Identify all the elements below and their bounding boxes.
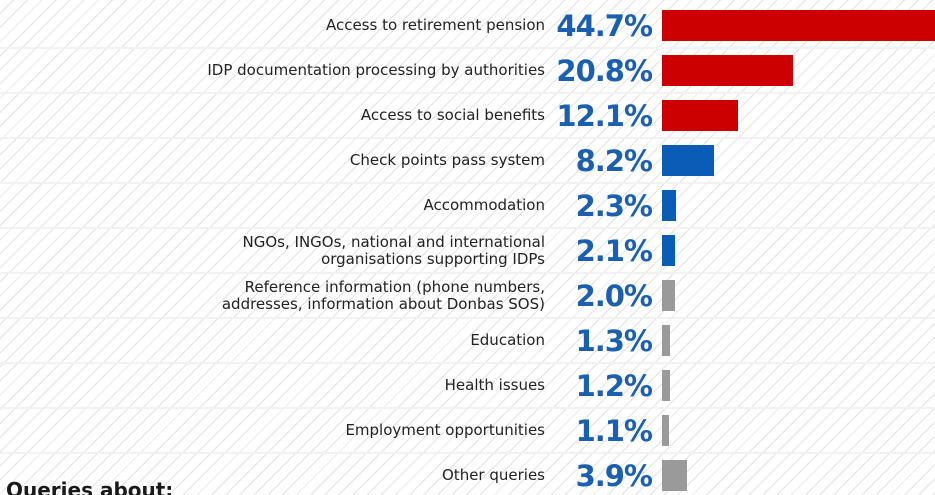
value-label: 2.1% (575, 233, 653, 268)
value-label: 3.9% (575, 458, 653, 493)
row-separator (0, 182, 935, 184)
bar (662, 460, 687, 491)
row-separator (0, 47, 935, 49)
chart-title: Queries about: (6, 478, 174, 495)
bar (662, 100, 739, 131)
value-label: 8.2% (575, 143, 653, 178)
bar (662, 10, 935, 41)
value-label: 1.2% (575, 368, 653, 403)
value-label: 2.3% (575, 188, 653, 223)
row-separator (0, 317, 935, 319)
bar (662, 370, 670, 401)
category-label: Other queries (442, 466, 545, 484)
category-label: Access to retirement pension (325, 16, 545, 34)
value-label: 2.0% (575, 278, 653, 313)
category-label: Employment opportunities (345, 421, 545, 439)
row-separator (0, 272, 935, 274)
bar (662, 235, 676, 266)
bar (662, 55, 794, 86)
bar (662, 145, 714, 176)
category-label: IDP documentation processing by authorit… (207, 61, 545, 79)
category-label: Accommodation (423, 196, 545, 214)
row-separator (0, 407, 935, 409)
value-label: 1.1% (575, 413, 653, 448)
value-label: 1.3% (575, 323, 653, 358)
row-separator (0, 362, 935, 364)
row-separator (0, 92, 935, 94)
category-label: Health issues (444, 376, 545, 394)
row-separator (0, 452, 935, 454)
category-label: NGOs, INGOs, national and international … (242, 232, 545, 268)
bar (662, 415, 669, 446)
value-label: 20.8% (556, 53, 653, 88)
category-label: Check points pass system (349, 151, 545, 169)
value-label: 12.1% (556, 98, 653, 133)
category-label: Education (470, 331, 545, 349)
row-separator (0, 227, 935, 229)
row-separator (0, 137, 935, 139)
bar (662, 190, 677, 221)
bar (662, 325, 671, 356)
value-label: 44.7% (556, 8, 653, 43)
category-label: Access to social benefits (360, 106, 545, 124)
category-label: Reference information (phone numbers, ad… (221, 277, 545, 313)
bar (662, 280, 675, 311)
